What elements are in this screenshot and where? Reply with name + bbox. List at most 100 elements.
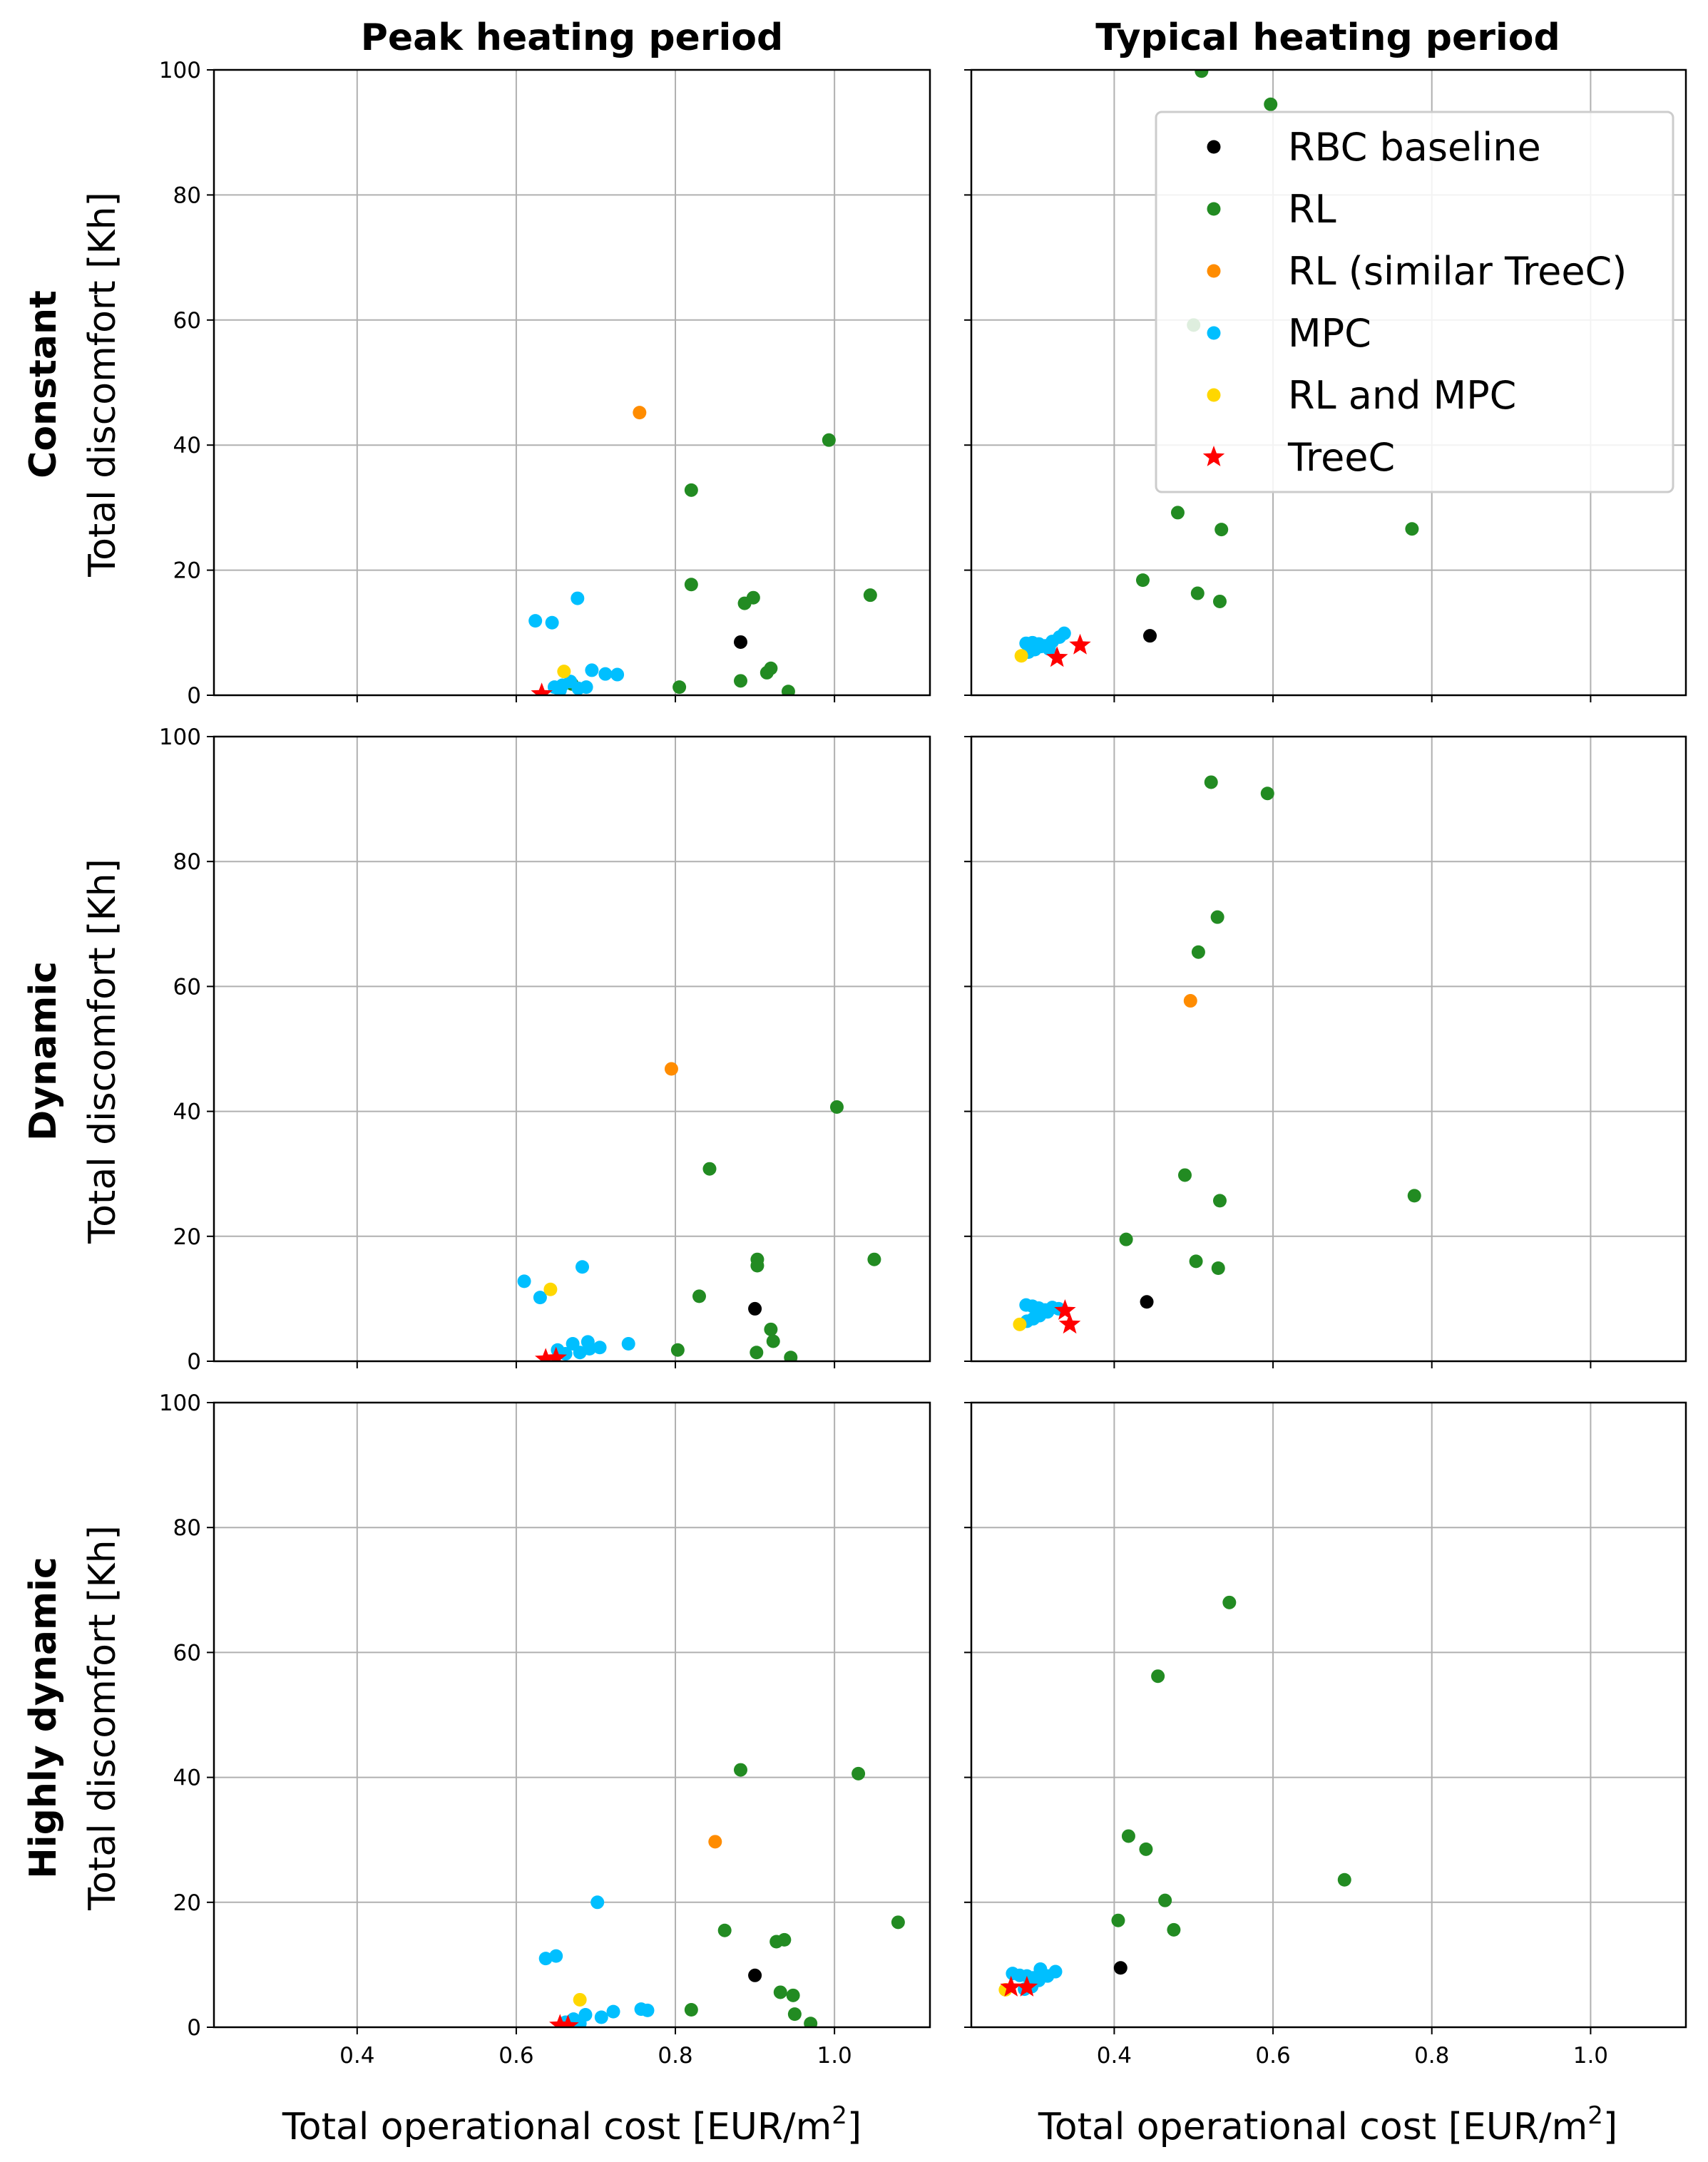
point-mpc <box>579 680 593 695</box>
point-mpc <box>533 1291 547 1305</box>
point-rl <box>733 674 747 688</box>
y-tick-label: 80 <box>173 849 201 875</box>
point-rl <box>684 483 698 497</box>
point-mpc <box>610 667 625 682</box>
point-mpc <box>573 2017 587 2027</box>
x-tick-label: 0.8 <box>658 2043 692 2069</box>
point-rl <box>784 1351 798 1361</box>
point-rl <box>1189 1254 1203 1269</box>
point-rl-sim <box>664 1062 678 1076</box>
legend-marker-star <box>1202 446 1225 466</box>
axes-frame <box>213 735 931 1363</box>
point-rl <box>1211 1261 1225 1275</box>
y-axis-label-constant: Total discomfort [Kh] <box>81 192 124 578</box>
point-rl <box>773 1985 787 1999</box>
point-rl <box>750 1346 764 1360</box>
y-tick-label: 20 <box>173 1224 201 1250</box>
point-rbc <box>748 1968 762 1982</box>
point-rl <box>702 1162 717 1176</box>
legend-item-rl-sim: RL (similar TreeC) <box>1207 249 1627 294</box>
column-title-typical: Typical heating period <box>1095 16 1560 59</box>
axes-frame <box>213 1401 931 2029</box>
point-treec <box>545 1346 567 1361</box>
scatter-points <box>1014 70 1419 667</box>
point-rl <box>1170 506 1185 520</box>
axes-frame <box>970 68 1687 697</box>
x-tick-label: 0.4 <box>339 2043 374 2069</box>
point-rl <box>1204 775 1218 789</box>
point-treec <box>557 2014 579 2027</box>
x-tick-label: 1.0 <box>817 2043 852 2069</box>
point-mpc <box>594 2010 608 2024</box>
point-treec <box>531 682 553 695</box>
legend-label: RBC baseline <box>1288 125 1541 170</box>
point-rl <box>786 1988 800 2002</box>
y-tick-label: 40 <box>173 1766 201 1791</box>
y-tick-label: 40 <box>173 433 201 458</box>
point-rl <box>1264 97 1278 111</box>
point-rlmpc <box>557 665 571 679</box>
panel-dynamic-typical <box>964 735 1687 1368</box>
y-tick-label: 0 <box>187 683 201 709</box>
point-treec <box>1046 646 1068 667</box>
point-rl <box>863 588 877 603</box>
point-rl <box>1191 945 1205 959</box>
x-tick-label: 0.6 <box>1255 2043 1290 2069</box>
point-rl <box>717 1923 732 1937</box>
y-tick-label: 80 <box>173 183 201 208</box>
column-title-peak: Peak heating period <box>361 16 783 59</box>
point-rl <box>764 661 778 675</box>
point-rl <box>1121 1829 1135 1843</box>
point-mpc <box>593 1341 607 1355</box>
scatter-points <box>517 1062 881 1361</box>
point-rl <box>670 1343 685 1357</box>
point-mpc <box>583 1341 597 1356</box>
x-axis-label-close: ] <box>1603 2106 1617 2148</box>
point-rl <box>1190 586 1205 600</box>
point-rl <box>1405 522 1419 536</box>
point-mpc <box>538 1952 553 1966</box>
point-rl <box>746 590 760 605</box>
legend-marker <box>1207 388 1221 402</box>
point-rlmpc <box>573 1992 587 2007</box>
axes-frame <box>970 1401 1687 2029</box>
panel-highly-dynamic-typical: 0.4 0.6 0.8 1.0 <box>964 1401 1687 2069</box>
x-tick-label: 0.8 <box>1414 2043 1449 2069</box>
point-rl <box>867 1252 881 1266</box>
y-axis-label-dynamic: Total discomfort [Kh] <box>81 859 124 1244</box>
point-rl <box>829 1100 844 1114</box>
point-rl <box>733 1763 747 1777</box>
x-axis-label-superscript: 2 <box>1587 2101 1603 2130</box>
point-mpc <box>576 1260 590 1274</box>
point-mpc <box>585 663 599 677</box>
point-rl <box>1222 1595 1237 1609</box>
x-axis-label-superscript: 2 <box>832 2101 847 2130</box>
y-axis-label-highly-dynamic: Total discomfort [Kh] <box>81 1525 124 1911</box>
legend-label: RL (similar TreeC) <box>1288 249 1627 294</box>
point-rl <box>1119 1232 1133 1246</box>
point-mpc <box>545 615 559 630</box>
y-tick-label: 60 <box>173 308 201 334</box>
point-rl <box>750 1259 764 1273</box>
y-tick-label: 0 <box>187 2015 201 2041</box>
point-rl <box>1214 523 1229 537</box>
y-tick-label: 100 <box>159 58 201 83</box>
point-rl <box>684 578 698 592</box>
axes-frame <box>970 735 1687 1363</box>
y-tick-label: 20 <box>173 1890 201 1916</box>
point-rl <box>1195 70 1209 78</box>
point-rlmpc <box>543 1282 558 1296</box>
point-rl <box>1212 1194 1227 1208</box>
legend-marker <box>1207 264 1221 278</box>
legend-label: RL and MPC <box>1288 373 1516 418</box>
point-treec <box>1000 1975 1022 1997</box>
point-mpc <box>1040 1305 1055 1319</box>
legend-marker <box>1207 202 1221 216</box>
y-tick-label: 100 <box>159 1390 201 1416</box>
point-mpc <box>621 1336 635 1351</box>
point-mpc <box>1057 626 1071 640</box>
point-rlmpc <box>1014 649 1028 663</box>
x-axis-label-text: Total operational cost [EUR/m <box>1038 2106 1587 2148</box>
legend-frame <box>1155 111 1674 493</box>
